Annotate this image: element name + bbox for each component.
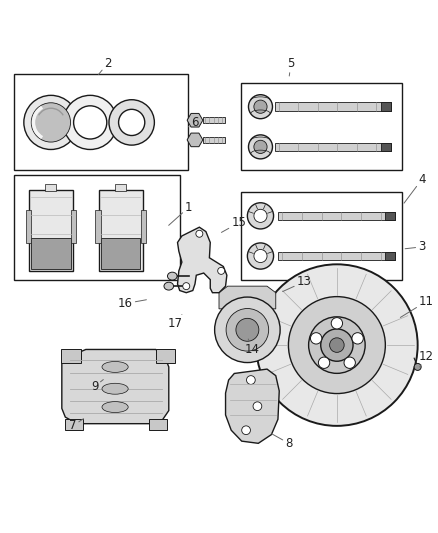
Ellipse shape xyxy=(167,272,177,280)
Bar xyxy=(203,117,225,123)
Bar xyxy=(115,183,126,191)
Ellipse shape xyxy=(102,402,128,413)
Circle shape xyxy=(321,329,353,361)
Polygon shape xyxy=(226,369,279,443)
Polygon shape xyxy=(187,114,203,127)
Text: 13: 13 xyxy=(283,275,311,292)
Circle shape xyxy=(242,426,251,434)
Text: 5: 5 xyxy=(287,57,295,76)
Ellipse shape xyxy=(248,95,272,119)
Circle shape xyxy=(247,203,274,229)
Circle shape xyxy=(311,333,322,344)
Text: 2: 2 xyxy=(99,57,111,75)
Text: 11: 11 xyxy=(400,295,434,318)
Circle shape xyxy=(330,338,344,352)
Bar xyxy=(155,350,175,362)
Text: 6: 6 xyxy=(188,116,199,129)
Circle shape xyxy=(63,95,117,149)
Circle shape xyxy=(352,333,363,344)
Bar xyxy=(241,83,403,171)
Bar xyxy=(71,211,76,243)
Circle shape xyxy=(215,297,280,362)
Bar xyxy=(65,419,83,430)
Bar xyxy=(14,175,180,280)
Text: 1: 1 xyxy=(169,201,192,225)
Text: 15: 15 xyxy=(222,216,246,232)
Circle shape xyxy=(254,249,267,263)
Bar xyxy=(381,142,392,151)
Ellipse shape xyxy=(248,135,272,159)
Circle shape xyxy=(331,318,343,329)
Circle shape xyxy=(309,317,365,373)
Bar xyxy=(99,190,143,271)
Circle shape xyxy=(254,209,267,222)
Circle shape xyxy=(196,230,203,237)
Bar xyxy=(203,137,225,143)
Bar xyxy=(101,238,141,269)
Circle shape xyxy=(253,402,262,410)
Polygon shape xyxy=(62,350,169,424)
Bar xyxy=(278,212,395,220)
Circle shape xyxy=(74,106,107,139)
Bar xyxy=(29,190,73,271)
Circle shape xyxy=(344,357,355,368)
Bar xyxy=(385,252,395,260)
Ellipse shape xyxy=(254,100,267,114)
Bar xyxy=(241,192,403,280)
Circle shape xyxy=(109,100,154,145)
Bar xyxy=(275,102,392,111)
Text: 7: 7 xyxy=(69,419,84,432)
Circle shape xyxy=(31,103,71,142)
Ellipse shape xyxy=(102,383,128,394)
Bar xyxy=(275,142,392,151)
Circle shape xyxy=(236,318,259,341)
Text: 8: 8 xyxy=(272,434,293,450)
Ellipse shape xyxy=(254,140,267,154)
Polygon shape xyxy=(177,227,227,293)
Circle shape xyxy=(218,268,225,274)
Circle shape xyxy=(24,95,78,149)
Bar xyxy=(278,252,395,260)
Bar xyxy=(25,211,31,243)
Circle shape xyxy=(226,309,268,351)
Circle shape xyxy=(247,243,274,269)
Text: 16: 16 xyxy=(118,297,146,310)
Ellipse shape xyxy=(102,361,128,373)
Circle shape xyxy=(288,297,385,393)
Text: 3: 3 xyxy=(405,240,426,253)
Bar xyxy=(149,419,166,430)
Circle shape xyxy=(256,264,418,426)
Circle shape xyxy=(318,357,330,368)
Polygon shape xyxy=(187,133,203,147)
Ellipse shape xyxy=(414,364,421,370)
Bar xyxy=(46,183,57,191)
Text: 4: 4 xyxy=(404,173,426,203)
Text: 14: 14 xyxy=(244,339,259,356)
Bar xyxy=(31,238,71,269)
Bar xyxy=(61,350,81,362)
Bar xyxy=(381,102,392,111)
Circle shape xyxy=(183,282,190,289)
Bar xyxy=(14,75,188,171)
Text: 9: 9 xyxy=(91,379,103,393)
Ellipse shape xyxy=(164,282,173,290)
Text: 17: 17 xyxy=(168,314,183,330)
Bar xyxy=(385,212,395,220)
Bar xyxy=(95,211,101,243)
Polygon shape xyxy=(219,286,276,309)
Circle shape xyxy=(247,376,255,384)
Bar xyxy=(141,211,146,243)
Circle shape xyxy=(119,109,145,135)
Text: 12: 12 xyxy=(419,350,434,367)
